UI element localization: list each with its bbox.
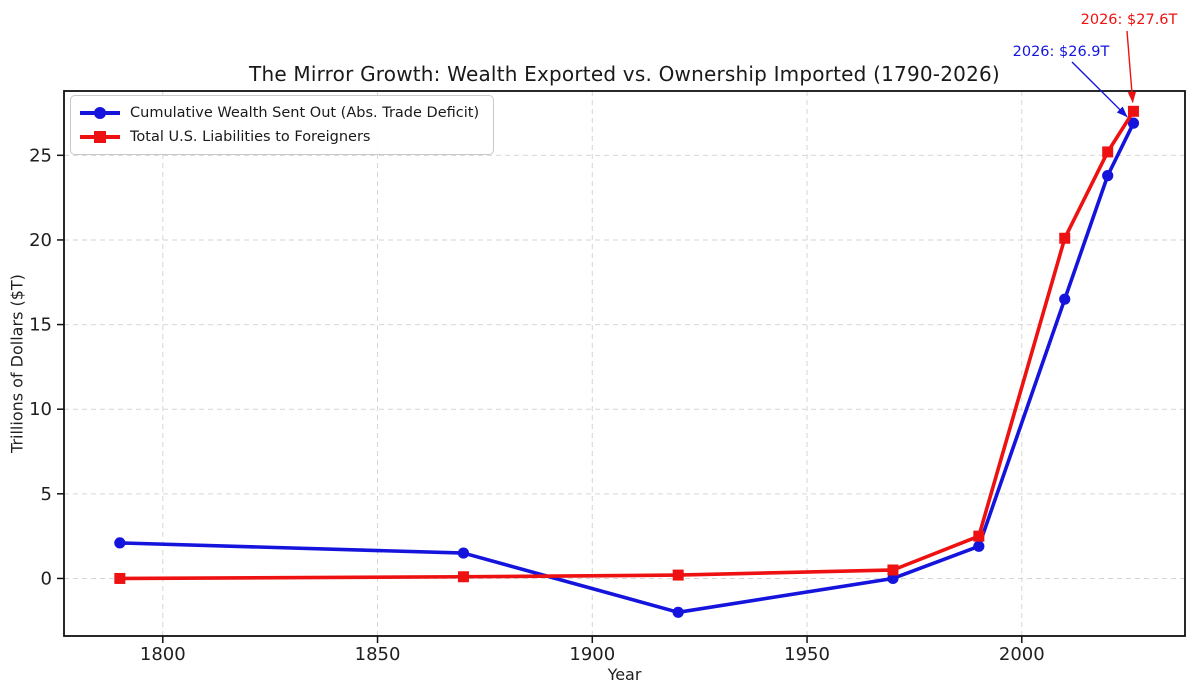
annotation-red-2026: 2026: $27.6T bbox=[1080, 12, 1178, 28]
x-tick-label: 1800 bbox=[140, 644, 186, 665]
chart-title: The Mirror Growth: Wealth Exported vs. O… bbox=[249, 62, 1000, 86]
data-point-marker bbox=[672, 569, 684, 581]
square-marker-icon bbox=[94, 131, 106, 143]
y-tick-label: 0 bbox=[41, 568, 52, 589]
data-point-marker bbox=[457, 547, 470, 559]
x-tick-label: 1950 bbox=[784, 644, 830, 665]
data-point-marker bbox=[1102, 170, 1114, 182]
data-point-marker bbox=[1059, 293, 1071, 305]
annotation-arrow bbox=[1071, 61, 1128, 118]
y-tick-label: 15 bbox=[29, 315, 52, 336]
data-point-marker bbox=[887, 564, 899, 576]
data-point-marker bbox=[1102, 146, 1114, 158]
plot-border bbox=[63, 90, 1186, 637]
data-point-marker bbox=[1059, 232, 1071, 244]
data-point-marker bbox=[973, 540, 985, 552]
y-tick-label: 10 bbox=[29, 399, 52, 420]
circle-marker-icon bbox=[94, 107, 106, 119]
data-point-marker bbox=[1127, 105, 1139, 117]
x-axis-label: Year bbox=[607, 665, 642, 684]
data-point-marker bbox=[114, 572, 126, 584]
data-point-marker bbox=[457, 571, 469, 583]
legend-item-liabilities: Total U.S. Liabilities to Foreigners bbox=[80, 127, 479, 147]
series-line-red bbox=[118, 109, 1136, 581]
x-tick-label: 2000 bbox=[999, 644, 1045, 665]
legend-line-sample-blue bbox=[80, 103, 120, 123]
data-point-marker bbox=[887, 572, 899, 585]
data-point-marker bbox=[672, 606, 684, 618]
y-tick-label: 5 bbox=[41, 484, 52, 505]
y-tick-label: 20 bbox=[29, 230, 52, 251]
legend-label: Total U.S. Liabilities to Foreigners bbox=[130, 129, 371, 145]
data-point-marker bbox=[973, 530, 985, 542]
data-point-marker bbox=[1127, 117, 1140, 129]
x-tick-label: 1900 bbox=[569, 644, 615, 665]
x-tick-label: 1850 bbox=[355, 644, 401, 665]
data-point-marker bbox=[114, 537, 126, 549]
series-line-blue bbox=[118, 121, 1136, 615]
annotation-arrow bbox=[1126, 30, 1137, 104]
legend-label: Cumulative Wealth Sent Out (Abs. Trade D… bbox=[130, 105, 480, 121]
y-tick-label: 25 bbox=[29, 145, 52, 166]
legend: Cumulative Wealth Sent Out (Abs. Trade D… bbox=[70, 95, 495, 155]
annotation-blue-2026: 2026: $26.9T bbox=[1012, 44, 1110, 60]
legend-item-trade-deficit: Cumulative Wealth Sent Out (Abs. Trade D… bbox=[80, 103, 479, 123]
legend-line-sample-red bbox=[80, 127, 120, 147]
y-axis-label: Trillions of Dollars ($T) bbox=[7, 274, 27, 453]
